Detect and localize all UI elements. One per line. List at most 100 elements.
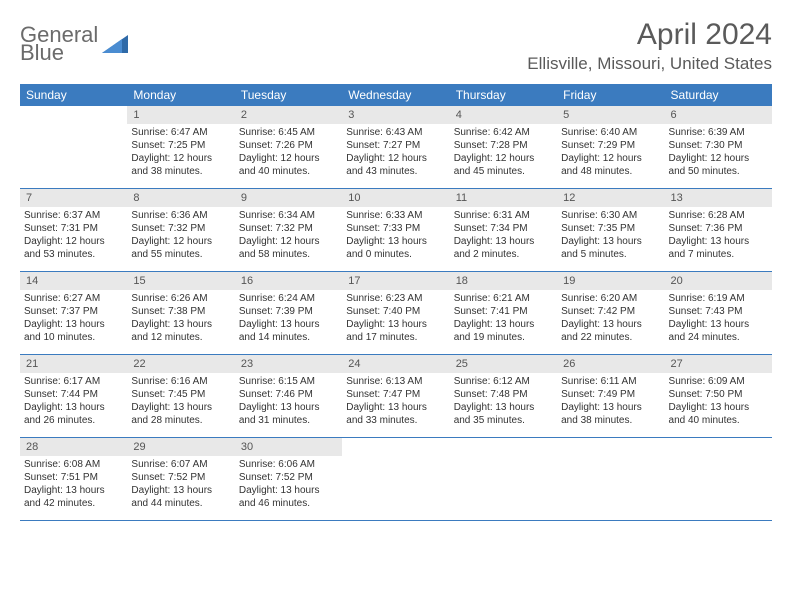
logo-triangle-icon — [102, 31, 128, 58]
day-sunset: Sunset: 7:32 PM — [131, 222, 230, 235]
day-cell: 8Sunrise: 6:36 AMSunset: 7:32 PMDaylight… — [127, 189, 234, 271]
day-cell: 27Sunrise: 6:09 AMSunset: 7:50 PMDayligh… — [665, 355, 772, 437]
day-content: Sunrise: 6:40 AMSunset: 7:29 PMDaylight:… — [557, 124, 664, 184]
day-cell: 6Sunrise: 6:39 AMSunset: 7:30 PMDaylight… — [665, 106, 772, 188]
day-number: 22 — [127, 355, 234, 373]
day-cell: 23Sunrise: 6:15 AMSunset: 7:46 PMDayligh… — [235, 355, 342, 437]
day-cell — [665, 438, 772, 520]
day-daylight1: Daylight: 12 hours — [239, 235, 338, 248]
day-sunset: Sunset: 7:43 PM — [669, 305, 768, 318]
day-content: Sunrise: 6:37 AMSunset: 7:31 PMDaylight:… — [20, 207, 127, 267]
day-daylight2: and 46 minutes. — [239, 497, 338, 510]
day-daylight1: Daylight: 13 hours — [131, 318, 230, 331]
day-cell — [342, 438, 449, 520]
day-cell: 20Sunrise: 6:19 AMSunset: 7:43 PMDayligh… — [665, 272, 772, 354]
header-right: April 2024 Ellisville, Missouri, United … — [527, 18, 772, 74]
day-daylight1: Daylight: 13 hours — [346, 401, 445, 414]
day-sunset: Sunset: 7:31 PM — [24, 222, 123, 235]
day-cell: 3Sunrise: 6:43 AMSunset: 7:27 PMDaylight… — [342, 106, 449, 188]
day-daylight1: Daylight: 13 hours — [669, 318, 768, 331]
day-daylight2: and 7 minutes. — [669, 248, 768, 261]
day-daylight2: and 53 minutes. — [24, 248, 123, 261]
day-cell: 25Sunrise: 6:12 AMSunset: 7:48 PMDayligh… — [450, 355, 557, 437]
month-title: April 2024 — [527, 18, 772, 52]
day-sunset: Sunset: 7:38 PM — [131, 305, 230, 318]
day-daylight1: Daylight: 13 hours — [24, 484, 123, 497]
day-number: 26 — [557, 355, 664, 373]
day-number: 30 — [235, 438, 342, 456]
day-daylight1: Daylight: 13 hours — [454, 318, 553, 331]
day-number: 25 — [450, 355, 557, 373]
day-daylight2: and 44 minutes. — [131, 497, 230, 510]
day-daylight1: Daylight: 13 hours — [24, 401, 123, 414]
day-daylight2: and 42 minutes. — [24, 497, 123, 510]
week-row: 14Sunrise: 6:27 AMSunset: 7:37 PMDayligh… — [20, 272, 772, 355]
day-daylight2: and 40 minutes. — [669, 414, 768, 427]
day-daylight2: and 22 minutes. — [561, 331, 660, 344]
day-sunset: Sunset: 7:27 PM — [346, 139, 445, 152]
day-cell: 24Sunrise: 6:13 AMSunset: 7:47 PMDayligh… — [342, 355, 449, 437]
day-sunset: Sunset: 7:41 PM — [454, 305, 553, 318]
day-daylight2: and 35 minutes. — [454, 414, 553, 427]
day-cell: 28Sunrise: 6:08 AMSunset: 7:51 PMDayligh… — [20, 438, 127, 520]
week-row: 7Sunrise: 6:37 AMSunset: 7:31 PMDaylight… — [20, 189, 772, 272]
day-daylight2: and 50 minutes. — [669, 165, 768, 178]
day-cell: 11Sunrise: 6:31 AMSunset: 7:34 PMDayligh… — [450, 189, 557, 271]
day-sunset: Sunset: 7:45 PM — [131, 388, 230, 401]
day-daylight1: Daylight: 13 hours — [239, 318, 338, 331]
day-cell: 14Sunrise: 6:27 AMSunset: 7:37 PMDayligh… — [20, 272, 127, 354]
day-sunset: Sunset: 7:34 PM — [454, 222, 553, 235]
day-sunrise: Sunrise: 6:17 AM — [24, 375, 123, 388]
day-sunrise: Sunrise: 6:21 AM — [454, 292, 553, 305]
day-cell: 19Sunrise: 6:20 AMSunset: 7:42 PMDayligh… — [557, 272, 664, 354]
day-sunrise: Sunrise: 6:39 AM — [669, 126, 768, 139]
day-header-cell: Wednesday — [342, 84, 449, 106]
day-sunrise: Sunrise: 6:24 AM — [239, 292, 338, 305]
day-daylight2: and 45 minutes. — [454, 165, 553, 178]
day-content: Sunrise: 6:19 AMSunset: 7:43 PMDaylight:… — [665, 290, 772, 350]
day-sunset: Sunset: 7:48 PM — [454, 388, 553, 401]
day-number: 28 — [20, 438, 127, 456]
day-number: 15 — [127, 272, 234, 290]
day-content: Sunrise: 6:06 AMSunset: 7:52 PMDaylight:… — [235, 456, 342, 516]
day-content: Sunrise: 6:24 AMSunset: 7:39 PMDaylight:… — [235, 290, 342, 350]
header: General Blue April 2024 Ellisville, Miss… — [20, 18, 772, 74]
day-sunset: Sunset: 7:30 PM — [669, 139, 768, 152]
day-sunrise: Sunrise: 6:37 AM — [24, 209, 123, 222]
day-cell: 4Sunrise: 6:42 AMSunset: 7:28 PMDaylight… — [450, 106, 557, 188]
day-cell: 21Sunrise: 6:17 AMSunset: 7:44 PMDayligh… — [20, 355, 127, 437]
day-cell: 12Sunrise: 6:30 AMSunset: 7:35 PMDayligh… — [557, 189, 664, 271]
day-number: 20 — [665, 272, 772, 290]
day-sunset: Sunset: 7:37 PM — [24, 305, 123, 318]
day-number: 24 — [342, 355, 449, 373]
day-content: Sunrise: 6:07 AMSunset: 7:52 PMDaylight:… — [127, 456, 234, 516]
day-cell: 2Sunrise: 6:45 AMSunset: 7:26 PMDaylight… — [235, 106, 342, 188]
day-number: 11 — [450, 189, 557, 207]
day-content: Sunrise: 6:30 AMSunset: 7:35 PMDaylight:… — [557, 207, 664, 267]
day-sunrise: Sunrise: 6:26 AM — [131, 292, 230, 305]
day-daylight2: and 33 minutes. — [346, 414, 445, 427]
day-sunset: Sunset: 7:35 PM — [561, 222, 660, 235]
day-content: Sunrise: 6:17 AMSunset: 7:44 PMDaylight:… — [20, 373, 127, 433]
day-daylight2: and 19 minutes. — [454, 331, 553, 344]
day-number: 12 — [557, 189, 664, 207]
day-cell: 17Sunrise: 6:23 AMSunset: 7:40 PMDayligh… — [342, 272, 449, 354]
day-number: 3 — [342, 106, 449, 124]
day-content: Sunrise: 6:12 AMSunset: 7:48 PMDaylight:… — [450, 373, 557, 433]
day-cell — [557, 438, 664, 520]
day-sunrise: Sunrise: 6:08 AM — [24, 458, 123, 471]
day-header-cell: Thursday — [450, 84, 557, 106]
day-number: 9 — [235, 189, 342, 207]
day-sunrise: Sunrise: 6:33 AM — [346, 209, 445, 222]
day-number: 17 — [342, 272, 449, 290]
week-row: 28Sunrise: 6:08 AMSunset: 7:51 PMDayligh… — [20, 438, 772, 521]
day-content: Sunrise: 6:13 AMSunset: 7:47 PMDaylight:… — [342, 373, 449, 433]
day-sunrise: Sunrise: 6:13 AM — [346, 375, 445, 388]
day-number: 21 — [20, 355, 127, 373]
day-sunrise: Sunrise: 6:15 AM — [239, 375, 338, 388]
day-cell: 26Sunrise: 6:11 AMSunset: 7:49 PMDayligh… — [557, 355, 664, 437]
day-content: Sunrise: 6:23 AMSunset: 7:40 PMDaylight:… — [342, 290, 449, 350]
day-header-row: SundayMondayTuesdayWednesdayThursdayFrid… — [20, 84, 772, 106]
day-daylight1: Daylight: 13 hours — [669, 401, 768, 414]
day-number: 23 — [235, 355, 342, 373]
